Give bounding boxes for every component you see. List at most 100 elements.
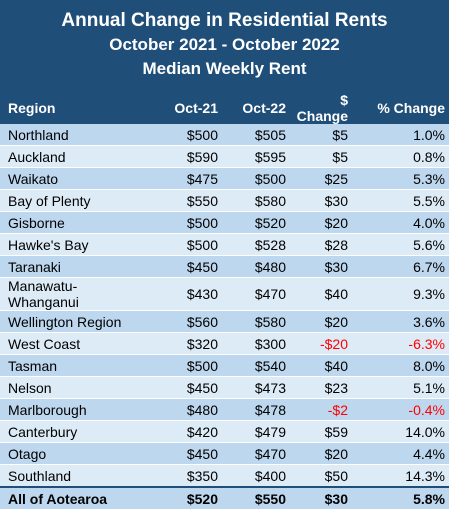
column-header-row: Region Oct-21 Oct-22 $ Change % Change [0,92,449,124]
cell-dollar-change: $25 [290,167,352,190]
column-header-percent-change: % Change [352,92,449,124]
cell-dollar-change: $20 [290,442,352,465]
cell-oct22: $400 [222,464,290,488]
cell-region: Nelson [0,376,152,399]
cell-oct22: $580 [222,310,290,333]
cell-oct21: $420 [152,420,222,443]
cell-region: Manawatu-Whanganui [0,277,152,311]
cell-oct22: $470 [222,277,290,311]
cell-percent-change: 9.3% [352,277,449,311]
column-header-oct22: Oct-22 [222,92,290,124]
cell-oct21: $560 [152,310,222,333]
cell-oct21: $450 [152,376,222,399]
cell-dollar-change: $23 [290,376,352,399]
cell-dollar-change: $28 [290,233,352,256]
total-cell-region: All of Aotearoa [0,486,152,510]
cell-oct21: $450 [152,442,222,465]
cell-oct21: $500 [152,354,222,377]
table-body: Northland $500 $505 $5 1.0% Auckland $590 $595 $… [0,124,449,510]
cell-percent-change: 14.3% [352,464,449,488]
table-subtitle: October 2021 - October 2022 [109,35,340,54]
cell-dollar-change: $5 [290,145,352,168]
table-row: Southland $350 $400 $50 14.3% [0,464,449,488]
cell-dollar-change: $59 [290,420,352,443]
cell-oct22: $580 [222,189,290,212]
cell-percent-change: 5.3% [352,167,449,190]
cell-dollar-change: $5 [290,124,352,146]
cell-oct22: $479 [222,420,290,443]
table-row: Hawke's Bay $500 $528 $28 5.6% [0,233,449,256]
cell-region: Waikato [0,167,152,190]
cell-dollar-change: -$2 [290,398,352,421]
table-row: Auckland $590 $595 $5 0.8% [0,145,449,168]
table-row: Wellington Region $560 $580 $20 3.6% [0,310,449,333]
table-row: Northland $500 $505 $5 1.0% [0,124,449,146]
column-header-dollar-change: $ Change [290,92,352,124]
cell-dollar-change: -$20 [290,332,352,355]
table-title: Annual Change in Residential Rents [61,10,388,31]
cell-dollar-change: $40 [290,277,352,311]
cell-dollar-change: $40 [290,354,352,377]
cell-region: Marlborough [0,398,152,421]
cell-oct22: $470 [222,442,290,465]
cell-percent-change: 5.5% [352,189,449,212]
cell-oct21: $320 [152,332,222,355]
cell-oct21: $500 [152,124,222,146]
cell-region: West Coast [0,332,152,355]
cell-region: Bay of Plenty [0,189,152,212]
cell-oct22: $473 [222,376,290,399]
cell-oct22: $520 [222,211,290,234]
cell-percent-change: 0.8% [352,145,449,168]
cell-dollar-change: $30 [290,255,352,278]
cell-percent-change: 1.0% [352,124,449,146]
cell-region: Canterbury [0,420,152,443]
cell-oct22: $478 [222,398,290,421]
cell-region: Northland [0,124,152,146]
table-subtitle-metric: Median Weekly Rent [142,59,307,78]
cell-oct21: $590 [152,145,222,168]
cell-region: Taranaki [0,255,152,278]
cell-oct21: $450 [152,255,222,278]
cell-oct21: $500 [152,233,222,256]
cell-region: Wellington Region [0,310,152,333]
cell-percent-change: -0.4% [352,398,449,421]
table-row: Tasman $500 $540 $40 8.0% [0,354,449,377]
cell-percent-change: 6.7% [352,255,449,278]
cell-region: Gisborne [0,211,152,234]
cell-oct21: $550 [152,189,222,212]
table-row: Otago $450 $470 $20 4.4% [0,442,449,465]
cell-oct21: $480 [152,398,222,421]
total-cell-oct22: $550 [222,486,290,510]
cell-percent-change: 8.0% [352,354,449,377]
cell-oct22: $540 [222,354,290,377]
cell-dollar-change: $50 [290,464,352,488]
total-cell-dollar-change: $30 [290,486,352,510]
table-row: Waikato $475 $500 $25 5.3% [0,167,449,190]
cell-percent-change: 3.6% [352,310,449,333]
cell-oct21: $430 [152,277,222,311]
table-row: Canterbury $420 $479 $59 14.0% [0,420,449,443]
cell-region: Hawke's Bay [0,233,152,256]
column-header-oct21: Oct-21 [152,92,222,124]
table-row: Taranaki $450 $480 $30 6.7% [0,255,449,278]
total-cell-oct21: $520 [152,486,222,510]
cell-percent-change: -6.3% [352,332,449,355]
cell-percent-change: 5.1% [352,376,449,399]
cell-oct21: $475 [152,167,222,190]
cell-region: Tasman [0,354,152,377]
table-header-banner: Annual Change in Residential Rents Octob… [0,0,449,92]
table-row: Gisborne $500 $520 $20 4.0% [0,211,449,234]
cell-dollar-change: $20 [290,310,352,333]
column-header-region: Region [0,92,152,124]
cell-oct22: $528 [222,233,290,256]
cell-oct22: $595 [222,145,290,168]
cell-region: Auckland [0,145,152,168]
cell-region: Otago [0,442,152,465]
cell-percent-change: 14.0% [352,420,449,443]
table-total-row: All of Aotearoa $520 $550 $30 5.8% [0,486,449,510]
total-cell-percent-change: 5.8% [352,486,449,510]
cell-dollar-change: $20 [290,211,352,234]
cell-region: Southland [0,464,152,488]
cell-oct21: $500 [152,211,222,234]
